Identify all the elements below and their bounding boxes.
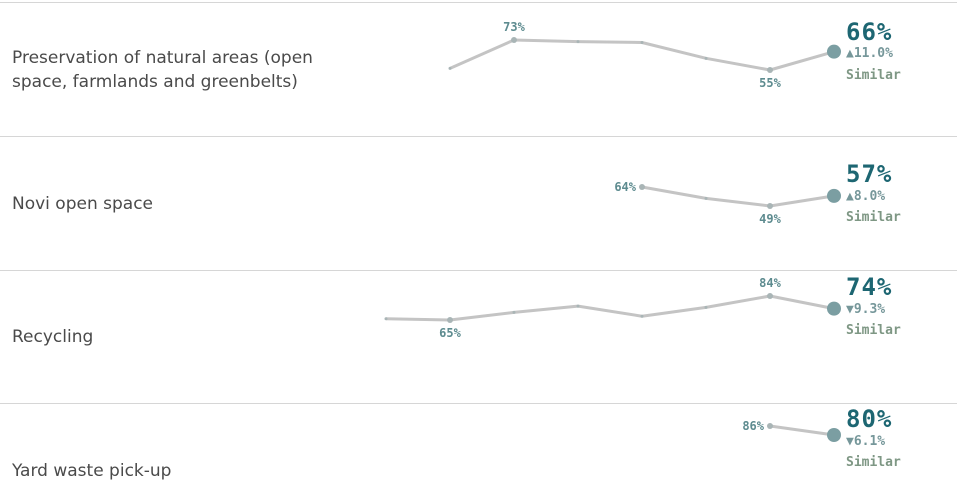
data-label: 86%: [742, 419, 764, 433]
data-point: [704, 196, 708, 200]
row-separator: [0, 2, 957, 3]
data-label: 84%: [759, 276, 781, 290]
metric-row: Recycling 74% ▼9.3% Similar 65% 84%: [0, 270, 957, 403]
comparison-status: Similar: [846, 455, 901, 470]
data-label: 64%: [614, 180, 636, 194]
data-label: 65%: [439, 326, 461, 340]
change-value: ▲11.0%: [846, 46, 893, 61]
endpoint-marker: [827, 301, 841, 316]
row-separator: [0, 136, 957, 137]
change-value: ▼9.3%: [846, 302, 886, 317]
endpoint-marker: [827, 188, 841, 203]
metric-label: Yard waste pick-up: [12, 461, 172, 481]
row-separator: [0, 270, 957, 271]
series-line: [449, 38, 835, 72]
metric-label: Recycling: [12, 327, 94, 347]
metric-label: Novi open space: [12, 194, 154, 214]
metric-label: Preservation of natural areas (open spac…: [12, 48, 313, 92]
sparkline: 86%: [742, 419, 841, 442]
data-point: [512, 310, 516, 314]
data-point: [576, 304, 580, 308]
sparkline: 65% 84%: [384, 276, 841, 340]
data-point: [448, 66, 452, 70]
data-point: [704, 305, 708, 309]
data-point: [767, 203, 773, 209]
data-point: [640, 314, 644, 318]
data-point: [767, 67, 773, 73]
current-value: 57%: [846, 160, 893, 188]
data-point: [576, 40, 580, 44]
endpoint-marker: [827, 428, 841, 442]
metric-row: Yard waste pick-up 80% ▼6.1% Similar 86%: [0, 403, 957, 485]
data-point: [639, 184, 645, 190]
sparkline: 64% 49%: [614, 180, 841, 226]
series-line: [385, 294, 835, 322]
metric-row: Preservation of natural areas (open spac…: [0, 2, 957, 135]
comparison-status: Similar: [846, 323, 901, 338]
change-value: ▼6.1%: [846, 434, 886, 449]
sparkline: 73% 55%: [448, 20, 841, 90]
data-label: 73%: [503, 20, 525, 34]
data-label: 49%: [759, 212, 781, 226]
comparison-status: Similar: [846, 68, 901, 83]
series-line: [641, 185, 835, 208]
data-point: [767, 293, 773, 299]
current-value: 66%: [846, 18, 893, 46]
comparison-status: Similar: [846, 210, 901, 225]
endpoint-marker: [827, 44, 841, 59]
metric-row: Novi open space 57% ▲8.0% Similar 64% 49%: [0, 136, 957, 269]
change-value: ▲8.0%: [846, 189, 886, 204]
data-label: 55%: [759, 76, 781, 90]
data-point: [511, 37, 517, 43]
data-point: [384, 317, 388, 321]
row-separator: [0, 403, 957, 404]
data-point: [704, 56, 708, 60]
current-value: 74%: [846, 273, 893, 301]
current-value: 80%: [846, 405, 893, 433]
data-point: [640, 41, 644, 44]
data-point: [447, 317, 453, 323]
series-line: [769, 424, 835, 437]
data-point: [767, 423, 773, 429]
